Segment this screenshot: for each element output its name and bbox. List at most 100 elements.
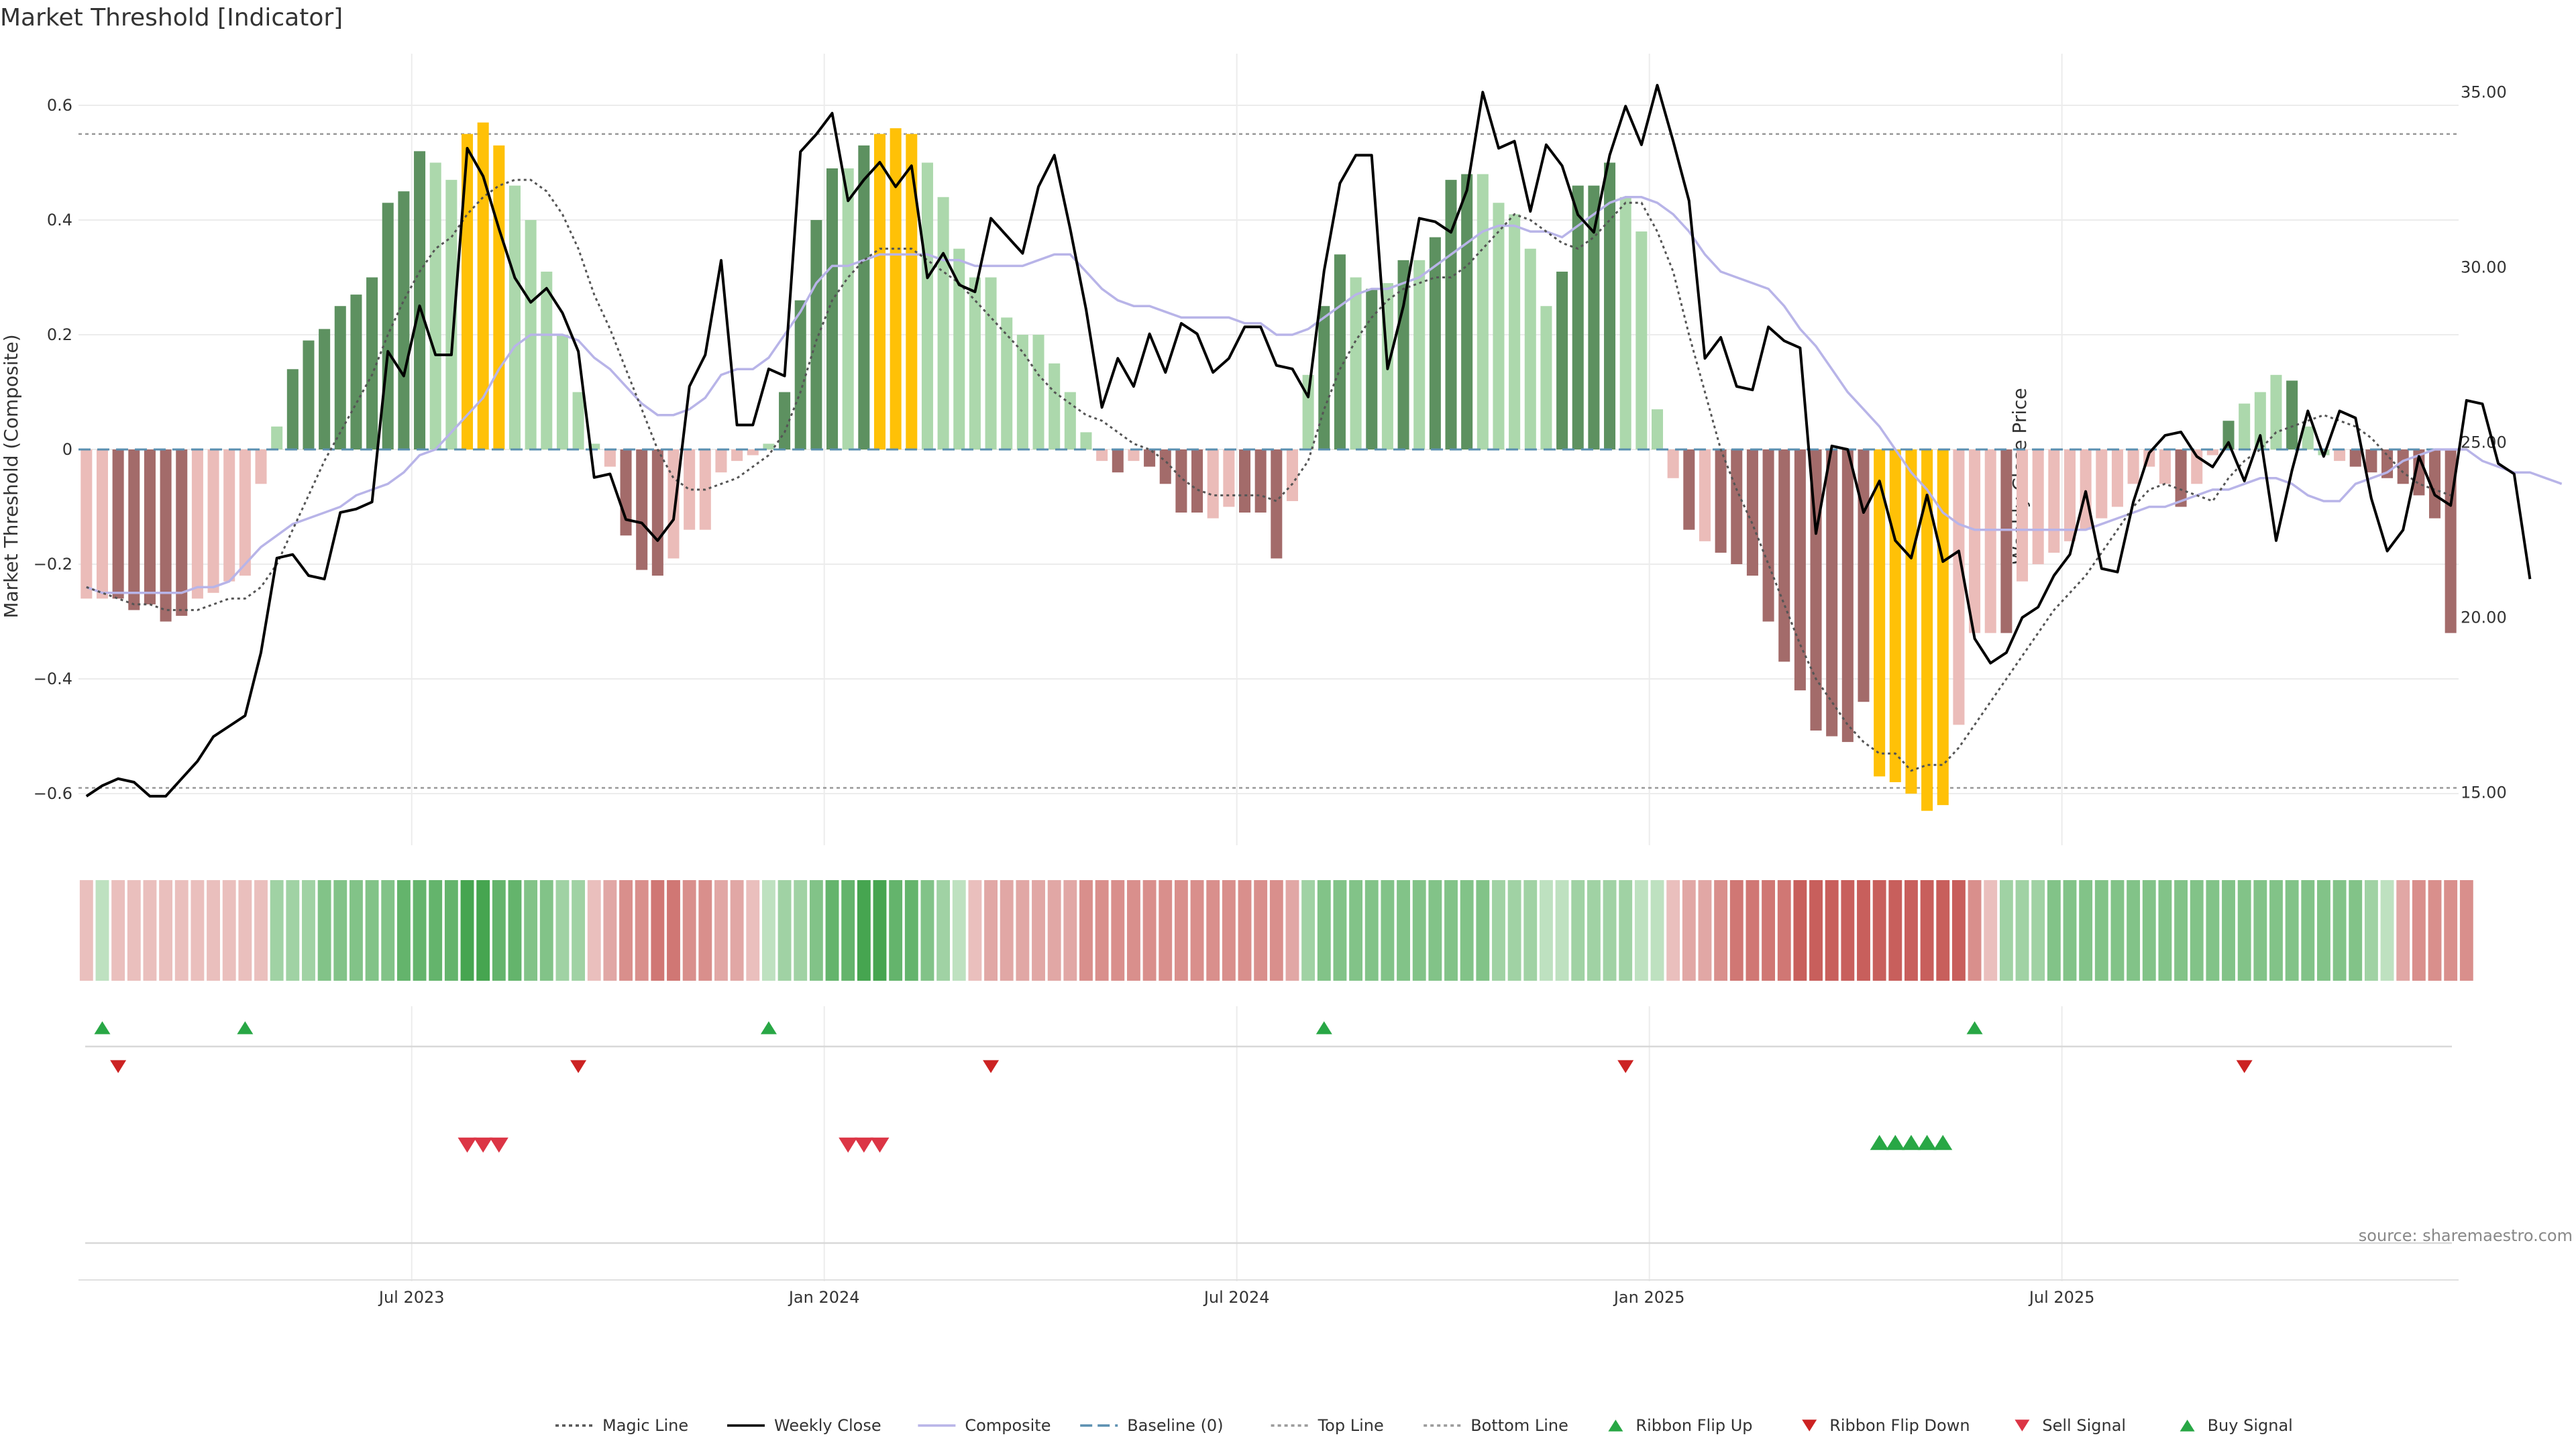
ribbon-cell — [777, 880, 792, 981]
composite-bar — [2111, 449, 2123, 507]
ribbon-cell — [651, 880, 665, 981]
composite-plot: 0.6 0.4 0.2 0 −0.2 −0.4 −0.6 35.00 30.00 25.00 20.… — [34, 54, 2563, 845]
sell-signal-marker — [870, 1137, 890, 1153]
ribbon-cell — [1666, 880, 1680, 981]
ribbon-cell — [1111, 880, 1125, 981]
legend-label: Ribbon Flip Down — [1829, 1416, 1970, 1435]
y-tick-label: −0.2 — [34, 555, 72, 574]
ribbon-cell — [2444, 880, 2458, 981]
ribbon-cell — [1809, 880, 1823, 981]
ribbon-flip-up-marker — [1966, 1021, 1983, 1034]
composite-bar — [1667, 449, 1679, 478]
ribbon-cell — [2110, 880, 2125, 981]
composite-bar — [350, 294, 362, 449]
composite-bar — [2239, 403, 2251, 449]
ribbon-cell — [1746, 880, 1760, 981]
composite-bar — [2159, 449, 2171, 484]
legend-item: Buy Signal — [2180, 1416, 2293, 1435]
ribbon-cell — [1587, 880, 1601, 981]
composite-bar — [1016, 334, 1028, 449]
composite-bar — [1874, 449, 1886, 777]
ribbon-cell — [809, 880, 823, 981]
ribbon-cell — [238, 880, 252, 981]
ribbon-cell — [1650, 880, 1664, 981]
composite-bar — [2080, 449, 2092, 530]
sell-signal-marker — [458, 1137, 477, 1153]
ribbon-cell — [2428, 880, 2442, 981]
composite-bar — [1223, 449, 1235, 507]
composite-bar — [572, 392, 584, 449]
ribbon-flip-panel — [85, 1006, 2452, 1281]
ribbon-flip-up-marker — [94, 1021, 111, 1034]
ribbon-cell — [1999, 880, 2013, 981]
ribbon-cell — [2412, 880, 2426, 981]
composite-bar — [144, 449, 156, 604]
composite-bar — [303, 340, 315, 449]
ribbon-cell — [2206, 880, 2220, 981]
x-tick-label: Jan 2024 — [788, 1288, 860, 1307]
ribbon-cell — [1492, 880, 1505, 981]
composite-bar — [1175, 449, 1187, 513]
x-tick-label: Jul 2023 — [378, 1288, 445, 1307]
ribbon-cell — [79, 880, 93, 981]
ribbon-cell — [2349, 880, 2363, 981]
composite-bar — [80, 449, 93, 599]
ribbon-cell — [1872, 880, 1886, 981]
composite-bar — [953, 248, 965, 449]
ribbon-cell — [1000, 880, 1014, 981]
buy-signal-marker — [1933, 1134, 1953, 1150]
legend-label: Weekly Close — [774, 1416, 881, 1435]
ribbon-cell — [1984, 880, 1998, 981]
composite-bar — [1651, 409, 1664, 449]
legend: Magic Line Weekly Close Composite Baseline … — [555, 1416, 2293, 1435]
chart-title: Market Threshold [Indicator] — [0, 4, 343, 32]
composite-bar — [906, 133, 918, 449]
composite-bar — [2127, 449, 2139, 484]
composite-bar — [1493, 203, 1505, 449]
ribbon-cell — [1063, 880, 1077, 981]
ribbon-cell — [1507, 880, 1521, 981]
composite-bar — [1524, 248, 1536, 449]
composite-bar — [2000, 449, 2012, 633]
composite-bar — [1191, 449, 1203, 513]
ribbon-cell — [1857, 880, 1870, 981]
ribbon-cell — [1333, 880, 1347, 981]
ribbon-cell — [873, 880, 887, 981]
composite-bar — [366, 277, 378, 449]
composite-bar — [1937, 449, 1949, 806]
composite-bar — [2270, 374, 2282, 449]
y-tick-label: 0.2 — [47, 325, 72, 344]
ribbon-cell — [302, 880, 315, 981]
ribbon-cell — [413, 880, 427, 981]
composite-bar — [969, 277, 981, 449]
ribbon-cell — [1238, 880, 1252, 981]
legend-item: Composite — [918, 1416, 1051, 1435]
ribbon-cell — [191, 880, 205, 981]
composite-bar — [334, 306, 346, 449]
ribbon-cell — [222, 880, 236, 981]
composite-bar — [1921, 449, 1933, 811]
composite-bar — [1969, 449, 1981, 633]
composite-bar — [1112, 449, 1124, 473]
legend-label: Bottom Line — [1470, 1416, 1568, 1435]
ribbon-cell — [1603, 880, 1617, 981]
ribbon-cell — [143, 880, 157, 981]
legend-item: Ribbon Flip Up — [1608, 1416, 1753, 1435]
ribbon-cell — [1032, 880, 1045, 981]
ribbon-cell — [682, 880, 696, 981]
composite-bar — [620, 449, 632, 536]
composite-bar — [2032, 449, 2044, 565]
ribbon-cell — [1047, 880, 1061, 981]
composite-bar — [541, 271, 553, 449]
legend-label: Sell Signal — [2042, 1416, 2126, 1435]
ribbon-cell — [444, 880, 458, 981]
ribbon-cell — [714, 880, 728, 981]
composite-bar — [1254, 449, 1267, 513]
composite-bar — [1731, 449, 1743, 565]
legend-tri-up-icon — [2180, 1419, 2195, 1432]
ribbon-cell — [1381, 880, 1395, 981]
composite-bar — [1619, 197, 1631, 449]
y2-tick-label: 35.00 — [2461, 83, 2507, 101]
legend-label: Baseline (0) — [1127, 1416, 1223, 1435]
ribbon-cell — [587, 880, 601, 981]
